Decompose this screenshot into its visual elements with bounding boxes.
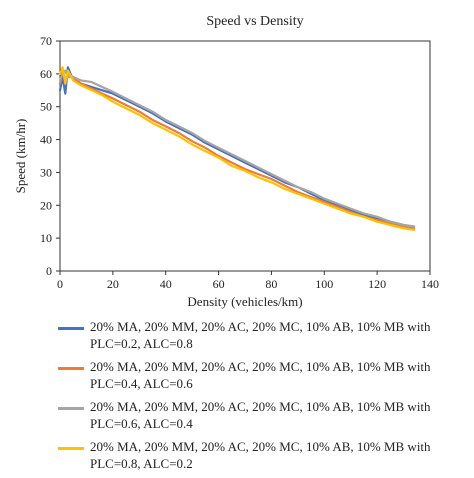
x-tick-label: 120 bbox=[368, 277, 386, 291]
x-tick-label: 20 bbox=[107, 277, 119, 291]
legend-label: 20% MA, 20% MM, 20% AC, 20% MC, 10% AB, … bbox=[90, 439, 431, 471]
y-tick-label: 30 bbox=[40, 165, 52, 179]
series-lines bbox=[58, 66, 416, 231]
x-axis-label: Density (vehicles/km) bbox=[187, 294, 302, 309]
y-tick-label: 0 bbox=[46, 264, 52, 278]
x-tick-label: 40 bbox=[160, 277, 172, 291]
legend-item: 20% MA, 20% MM, 20% AC, 20% MC, 10% AB, … bbox=[58, 318, 468, 352]
y-axis-label: Speed (km/hr) bbox=[13, 119, 28, 194]
y-tick-label: 40 bbox=[40, 133, 52, 147]
chart-title: Speed vs Density bbox=[206, 14, 303, 29]
legend-swatch bbox=[58, 407, 84, 410]
y-tick-label: 70 bbox=[40, 34, 52, 48]
y-tick-label: 20 bbox=[40, 198, 52, 212]
legend-label: 20% MA, 20% MM, 20% AC, 20% MC, 10% AB, … bbox=[90, 359, 431, 391]
x-tick-label: 0 bbox=[57, 277, 63, 291]
axes: 0 20 40 60 80 100 120 140 0 10 20 30 40 50 60 70 bbox=[40, 34, 439, 291]
x-tick-label: 60 bbox=[213, 277, 225, 291]
legend-item: 20% MA, 20% MM, 20% AC, 20% MC, 10% AB, … bbox=[58, 398, 468, 432]
legend: 20% MA, 20% MM, 20% AC, 20% MC, 10% AB, … bbox=[58, 318, 468, 478]
legend-item: 20% MA, 20% MM, 20% AC, 20% MC, 10% AB, … bbox=[58, 438, 468, 472]
x-tick-label: 140 bbox=[421, 277, 439, 291]
legend-swatch bbox=[58, 327, 84, 330]
line-chart: Speed vs Density 0 20 40 60 80 100 120 140 0 10 20… bbox=[13, 14, 439, 309]
x-tick-label: 100 bbox=[315, 277, 333, 291]
series-line-2 bbox=[58, 69, 416, 230]
legend-label: 20% MA, 20% MM, 20% AC, 20% MC, 10% AB, … bbox=[90, 399, 431, 431]
y-tick-label: 60 bbox=[40, 67, 52, 81]
legend-swatch bbox=[58, 367, 84, 370]
series-line-4 bbox=[58, 66, 416, 231]
y-tick-label: 50 bbox=[40, 100, 52, 114]
y-tick-label: 10 bbox=[40, 231, 52, 245]
legend-swatch bbox=[58, 447, 84, 450]
legend-item: 20% MA, 20% MM, 20% AC, 20% MC, 10% AB, … bbox=[58, 358, 468, 392]
plot-frame bbox=[59, 40, 431, 272]
x-tick-label: 80 bbox=[265, 277, 277, 291]
series-line-3 bbox=[58, 69, 416, 228]
legend-label: 20% MA, 20% MM, 20% AC, 20% MC, 10% AB, … bbox=[90, 319, 431, 351]
